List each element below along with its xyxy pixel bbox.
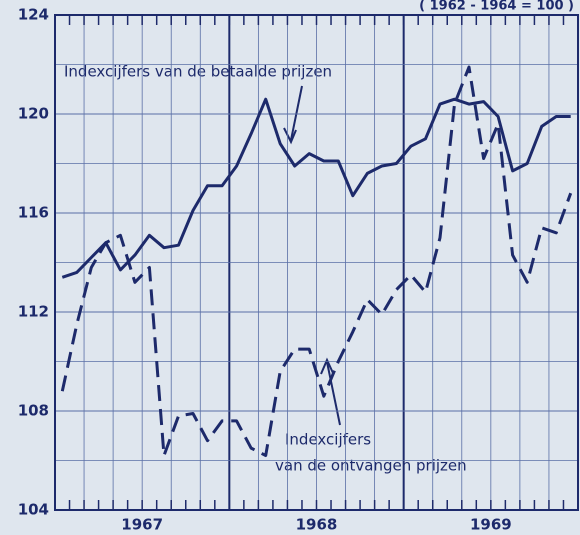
annotation: Indexcijfers van de betaalde prijzen — [64, 63, 332, 81]
y-tick-label: 104 — [18, 501, 49, 519]
annotation: Indexcijfers — [285, 431, 371, 449]
plot-frame — [54, 14, 579, 511]
y-tick-label: 112 — [18, 303, 49, 321]
y-tick-label: 108 — [18, 402, 49, 420]
y-tick-label: 120 — [18, 105, 49, 123]
annotation: van de ontvangen prijzen — [275, 457, 467, 475]
x-tick-label: 1967 — [121, 516, 163, 534]
series-line — [60, 65, 573, 457]
arrow — [290, 85, 303, 141]
y-tick-label: 124 — [18, 6, 49, 24]
arrow-head — [283, 127, 297, 145]
y-tick-label: 116 — [18, 204, 49, 222]
series-line — [61, 97, 571, 279]
chart-subtitle: ( 1962 - 1964 = 100 ) — [419, 0, 574, 14]
x-tick-label: 1968 — [296, 516, 338, 534]
x-tick-label: 1969 — [470, 516, 512, 534]
arrow — [326, 361, 341, 426]
arrow-head — [320, 357, 334, 375]
